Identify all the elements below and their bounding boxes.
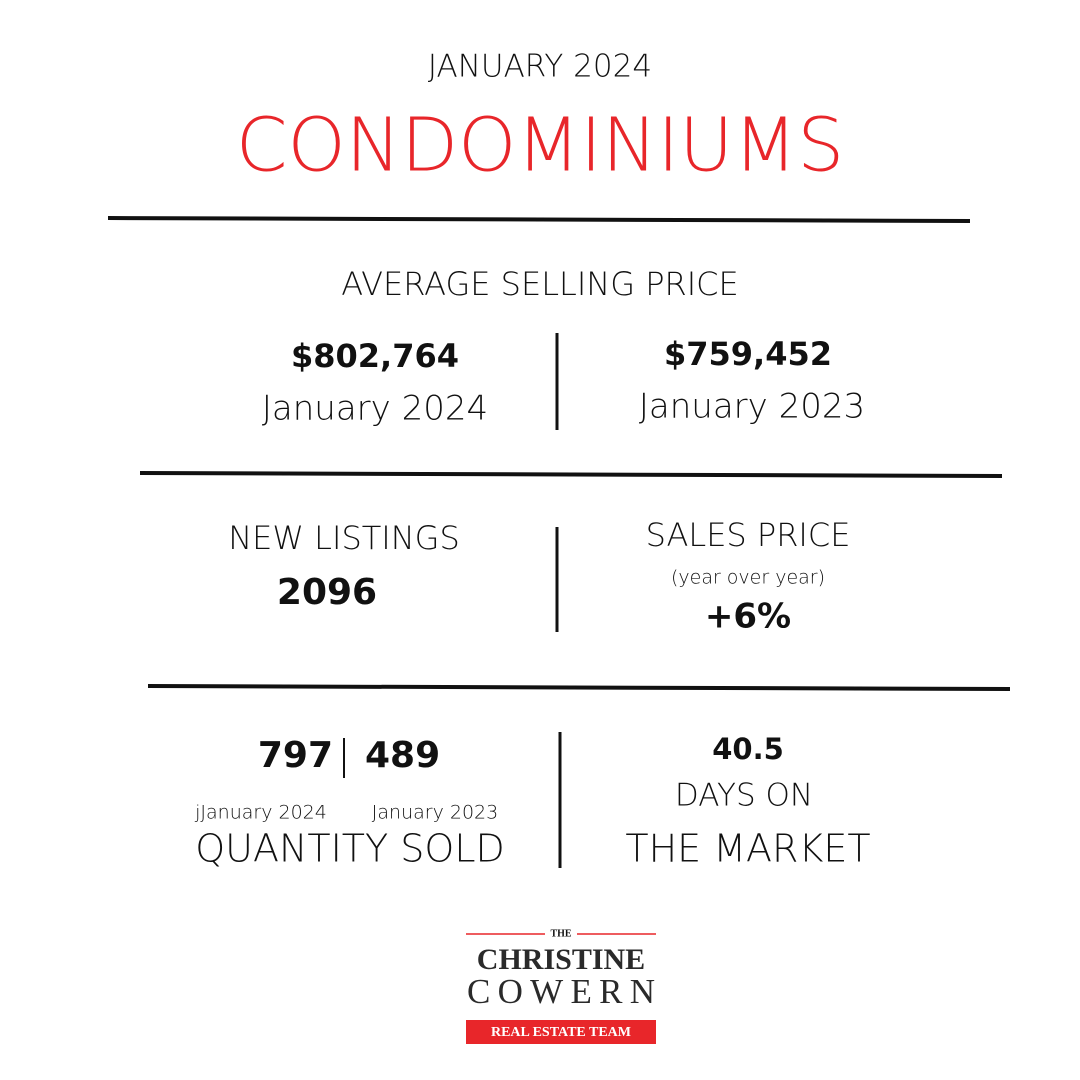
logo-the: THE: [550, 928, 571, 939]
listings-value: 2096: [277, 572, 377, 613]
note: (year over year): [671, 567, 825, 589]
sales-value: +6%: [705, 597, 791, 637]
price-value: $802,764: [291, 337, 459, 375]
period: January 2023: [372, 802, 498, 824]
section-label: THE MARKET: [625, 827, 870, 871]
period: jJanuary 2024: [194, 802, 327, 824]
section-label: NEW LISTINGS: [228, 519, 460, 557]
section-label: QUANTITY SOLD: [195, 827, 505, 871]
logo-banner: [466, 1020, 656, 1044]
price-period: January 2023: [639, 387, 865, 427]
logo-name: CHRISTINE: [477, 943, 645, 976]
date: JANUARY 2024: [428, 49, 652, 85]
price-value: $759,452: [664, 335, 832, 373]
price-period: January 2024: [262, 389, 488, 429]
section-label: SALES PRICE: [646, 516, 851, 554]
sold-previous: 489: [365, 735, 440, 776]
separator: [139, 471, 1003, 478]
separator: [107, 216, 971, 223]
title: CONDOMINIUMS: [236, 103, 844, 189]
section-label: AVERAGE SELLING PRICE: [341, 265, 738, 303]
days-value: 40.5: [712, 732, 784, 766]
logo-tagline: REAL ESTATE TEAM: [491, 1025, 631, 1040]
sold-current: 797: [258, 735, 333, 776]
separator: [147, 684, 1011, 691]
section-label: DAYS ON: [675, 778, 813, 814]
